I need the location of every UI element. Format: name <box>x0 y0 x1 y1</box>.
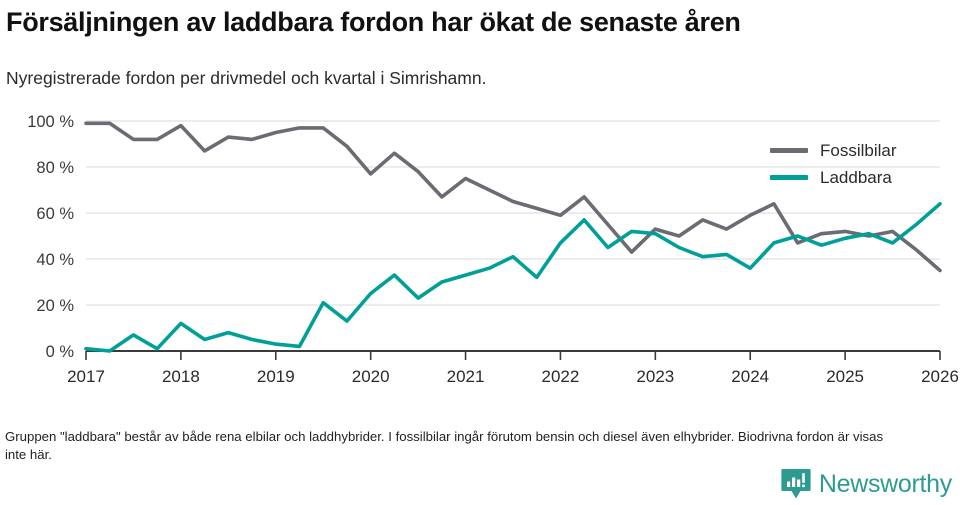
x-axis-tick-label: 2017 <box>67 367 105 386</box>
line-chart: 0 % 20 % 40 % 60 % 80 % 100 % 2017 2018 2019 2020… <box>0 108 960 398</box>
x-axis-tick-label: 2022 <box>542 367 580 386</box>
page-title: Försäljningen av laddbara fordon har öka… <box>6 7 741 37</box>
x-axis-tick-label: 2026 <box>921 367 959 386</box>
series-line-fossilbilar <box>84 121 942 273</box>
y-axis-tick-label: 0 % <box>46 343 75 361</box>
legend-swatch-fossilbilar <box>770 148 808 153</box>
newsworthy-logo[interactable]: Newsworthy <box>781 468 952 500</box>
x-axis-tick-label: 2020 <box>352 367 390 386</box>
y-axis-tick-label: 100 % <box>27 113 74 131</box>
page-subtitle: Nyregistrerade fordon per drivmedel och … <box>6 68 487 88</box>
x-axis-tick-label: 2018 <box>162 367 200 386</box>
x-axis-tick-label: 2021 <box>447 367 485 386</box>
chart-footnote: Gruppen "laddbara" består av både rena e… <box>5 429 884 462</box>
legend-item-laddbara[interactable]: Laddbara <box>770 164 950 191</box>
chart-legend: Fossilbilar Laddbara <box>770 137 950 191</box>
chart-canvas: 0 % 20 % 40 % 60 % 80 % 100 % 2017 2018 2019 2020… <box>27 113 959 386</box>
legend-label-laddbara: Laddbara <box>820 167 892 187</box>
x-axis-tick-label: 2024 <box>731 367 769 386</box>
x-axis-tick-label: 2019 <box>257 367 295 386</box>
x-axis-tick-label: 2023 <box>636 367 674 386</box>
series-line-laddbara <box>84 202 942 353</box>
legend-item-fossilbilar[interactable]: Fossilbilar <box>770 137 950 164</box>
x-axis-tick-label: 2025 <box>826 367 864 386</box>
brand-name: Newsworthy <box>818 469 952 498</box>
legend-label-fossilbilar: Fossilbilar <box>820 140 897 160</box>
y-axis-tick-label: 40 % <box>36 251 74 269</box>
y-axis-tick-label: 60 % <box>36 205 74 223</box>
y-axis-tick-label: 80 % <box>36 159 74 177</box>
legend-swatch-laddbara <box>770 175 808 180</box>
y-axis-tick-label: 20 % <box>36 297 74 315</box>
chart-bubble-icon <box>781 469 811 499</box>
